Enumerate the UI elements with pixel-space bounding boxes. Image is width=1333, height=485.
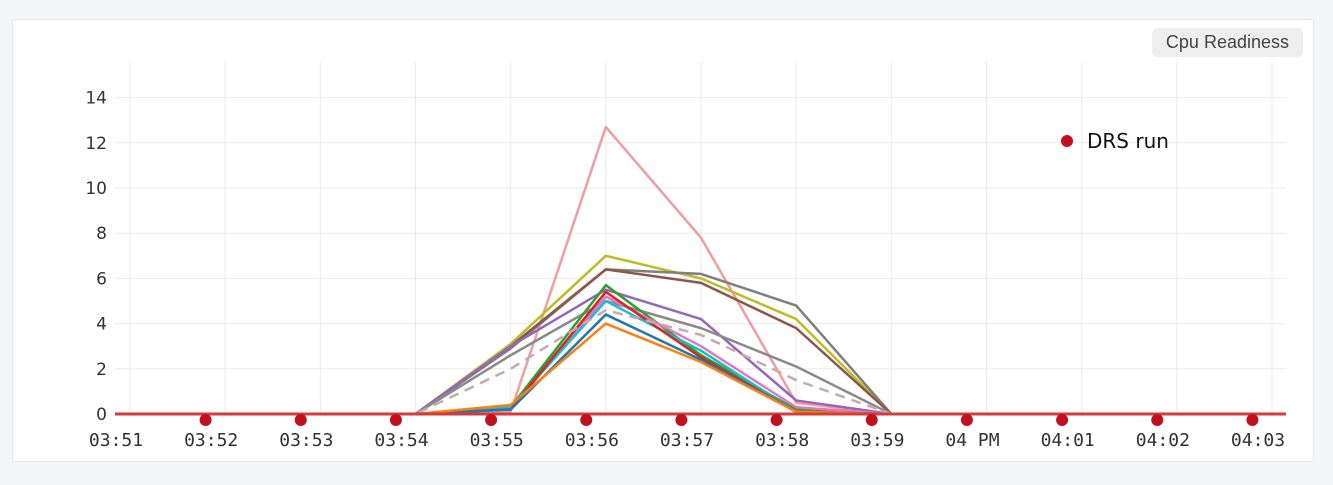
y-tick-label: 4 [96,315,107,335]
y-tick-label: 10 [85,179,107,199]
legend-label: DRS run [1087,129,1169,153]
y-tick-label: 0 [96,405,107,425]
x-tick-label: 03:59 [850,430,904,451]
x-tick-label: 04 PM [945,430,999,451]
drs-run-marker [1151,414,1164,426]
drs-run-marker [389,414,402,426]
x-tick-label: 03:58 [755,430,809,451]
x-tick-label: 03:57 [660,430,714,451]
drs-run-marker [865,414,878,426]
x-tick-label: 04:01 [1041,430,1095,451]
drs-run-marker [675,414,688,426]
drs-run-marker [485,414,498,426]
drs-run-marker [1246,414,1259,426]
drs-run-marker [199,414,212,426]
drs-run-marker [1056,414,1069,426]
y-tick-label: 2 [96,360,107,380]
panel-tag: Cpu Readiness [1151,28,1303,57]
x-tick-label: 04:03 [1231,430,1285,451]
y-tick-label: 14 [85,89,107,109]
drs-run-marker [580,414,593,426]
legend-dot [1061,135,1073,147]
y-tick-label: 12 [85,134,107,154]
x-tick-label: 03:54 [374,430,428,451]
x-tick-label: 03:56 [565,430,619,451]
x-tick-label: 03:53 [279,430,333,451]
x-tick-label: 04:02 [1136,430,1190,451]
y-tick-label: 8 [96,224,107,244]
drs-run-marker [294,414,307,426]
chart-panel: Cpu Readiness [12,19,1314,462]
x-tick-label: 03:51 [89,430,143,451]
x-tick-label: 03:52 [184,430,238,451]
drs-run-marker [960,414,973,426]
x-tick-label: 03:55 [470,430,524,451]
drs-run-marker [770,414,783,426]
y-tick-label: 6 [96,269,107,289]
